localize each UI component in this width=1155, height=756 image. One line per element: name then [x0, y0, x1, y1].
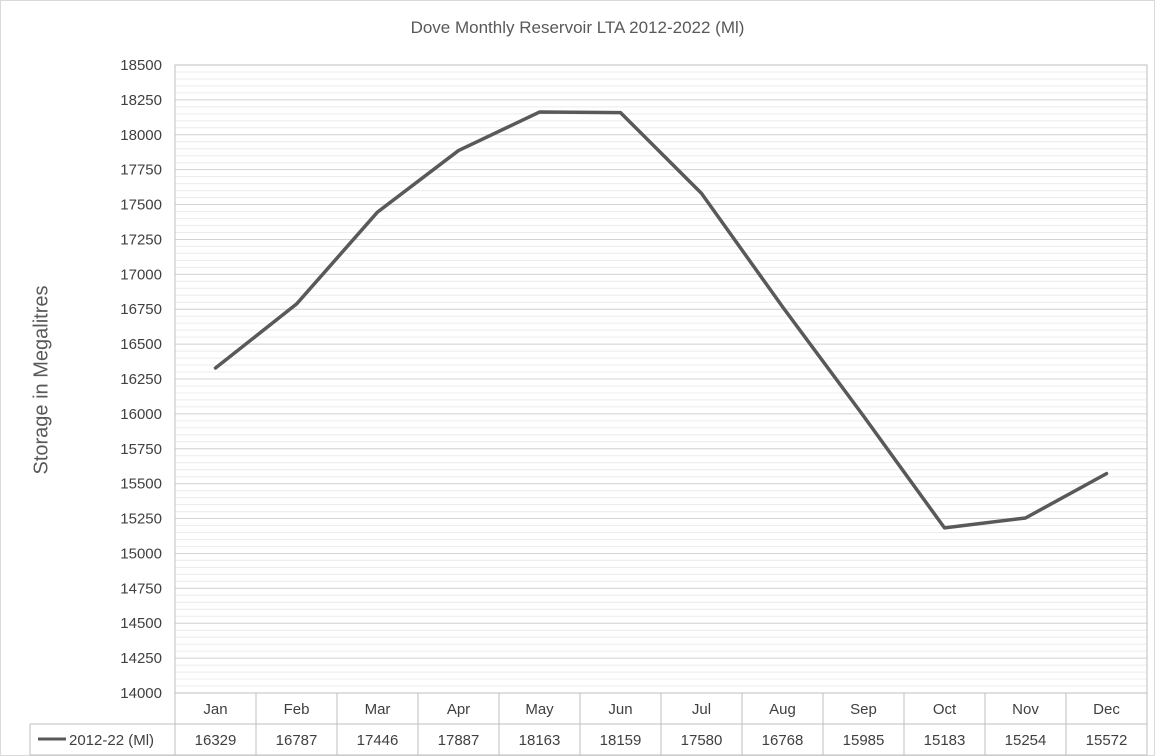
- category-label: Nov: [1012, 701, 1039, 718]
- data-table-value: 15183: [924, 732, 966, 749]
- data-table-value: 17887: [438, 732, 480, 749]
- data-table-value: 17446: [357, 732, 399, 749]
- y-tick-label: 15750: [120, 441, 162, 458]
- data-table-value: 16787: [276, 732, 318, 749]
- category-label: Jun: [608, 701, 632, 718]
- data-table-value: 15254: [1005, 732, 1047, 749]
- category-label: May: [525, 701, 554, 718]
- series-layer: [213, 110, 1109, 530]
- y-tick-label: 14000: [120, 685, 162, 702]
- data-table: Jan Feb Mar Apr May Jun Jul Aug Sep Oct Nov Dec 2012…: [29, 693, 1148, 756]
- category-label: Jul: [692, 701, 711, 718]
- legend-label: 2012-22 (Ml): [69, 732, 154, 749]
- category-label: Apr: [447, 701, 470, 718]
- y-tick-label: 16750: [120, 301, 162, 318]
- y-tick-label: 17500: [120, 197, 162, 214]
- y-tick-label: 14750: [120, 580, 162, 597]
- y-axis-ticks: 14000 14250 14500 14750 15000 15250 15500 15750…: [120, 57, 162, 702]
- data-table-value: 15985: [843, 732, 885, 749]
- category-label: Feb: [284, 701, 310, 718]
- y-tick-label: 16250: [120, 371, 162, 388]
- y-tick-label: 18250: [120, 92, 162, 109]
- data-table-value: 18159: [600, 732, 642, 749]
- category-label: Sep: [850, 701, 877, 718]
- gridlines: [174, 64, 1148, 694]
- data-table-value: 15572: [1086, 732, 1128, 749]
- category-label: Aug: [769, 701, 796, 718]
- y-tick-label: 16000: [120, 406, 162, 423]
- y-tick-label: 17000: [120, 266, 162, 283]
- category-label: Mar: [365, 701, 391, 718]
- y-tick-label: 18000: [120, 127, 162, 144]
- y-tick-label: 15500: [120, 476, 162, 493]
- y-tick-label: 16500: [120, 336, 162, 353]
- y-tick-label: 18500: [120, 57, 162, 74]
- data-table-value: 16768: [762, 732, 804, 749]
- chart-title: Dove Monthly Reservoir LTA 2012-2022 (Ml…: [410, 18, 745, 37]
- y-tick-label: 17750: [120, 162, 162, 179]
- y-tick-label: 14500: [120, 615, 162, 632]
- data-table-value: 17580: [681, 732, 723, 749]
- y-tick-label: 15250: [120, 511, 162, 528]
- y-tick-label: 17250: [120, 231, 162, 248]
- category-label: Dec: [1093, 701, 1120, 718]
- data-table-value: 16329: [195, 732, 237, 749]
- y-tick-label: 14250: [120, 650, 162, 667]
- category-label: Oct: [933, 701, 957, 718]
- data-table-value: 18163: [519, 732, 561, 749]
- series-line: [213, 110, 1109, 530]
- category-label: Jan: [203, 701, 227, 718]
- y-tick-label: 15000: [120, 545, 162, 562]
